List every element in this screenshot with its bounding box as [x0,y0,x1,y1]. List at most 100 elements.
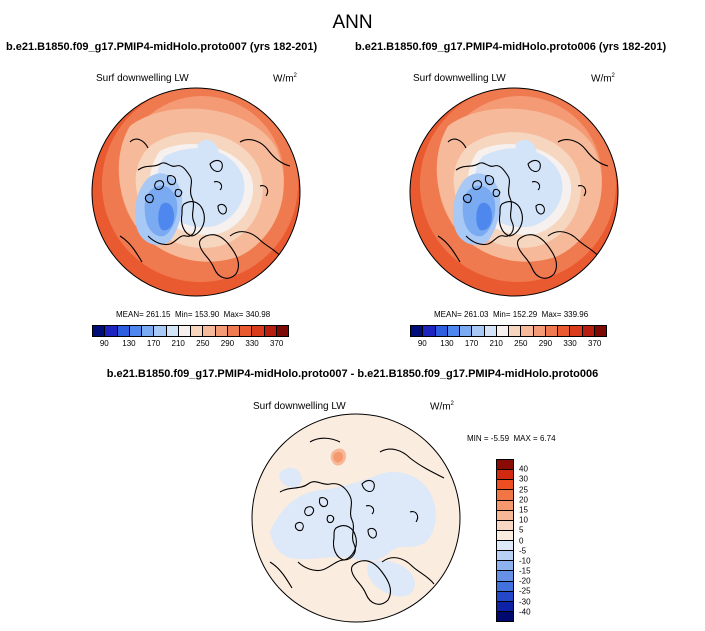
panel-2-colorbar-tick-label: 170 [464,339,479,348]
panel-2-colorbar-swatch [533,326,546,336]
diff-colorbar [496,459,514,622]
panel-2-colorbar-swatch [447,326,460,336]
diff-colorbar-tick-label: -40 [519,607,531,617]
diff-colorbar-swatch [497,551,513,562]
diff-colorbar-tick-label: -20 [519,576,531,586]
panel-2-colorbar-swatch [423,326,436,336]
panel-2-colorbar-swatch [545,326,558,336]
diff-colorbar-tick-label: 5 [519,525,524,535]
panel-1-colorbar-tick-label: 250 [196,339,210,348]
panel-1-colorbar-swatch [142,326,155,336]
diff-colorbar-swatch [497,561,513,572]
panel-1-colorbar-swatch [227,326,240,336]
diff-polar-map [251,413,461,623]
panel-1-colorbar-tick-label: 170 [146,339,161,348]
panel-1-polar-map [91,87,301,297]
diff-colorbar-swatch [497,541,513,552]
panel-1-colorbar-swatch [191,326,204,336]
panel-2-polar-map [409,87,619,297]
diff-colorbar-swatch [497,490,513,501]
diff-colorbar-swatch [497,581,513,592]
panel-2-colorbar-tick-label: 130 [440,339,454,348]
diff-colorbar-tick-label: 20 [519,495,528,505]
diff-colorbar-swatch [497,591,513,602]
panel-1-colorbar-swatch [154,326,167,336]
diff-stats: MIN = -5.59 MAX = 6.74 [467,434,556,443]
panel-1-colorbar-swatch [117,326,130,336]
panel-1-colorbar [92,325,289,337]
panel-1-case-title: b.e21.B1850.f09_g17.PMIP4-midHolo.proto0… [6,41,318,53]
panel-1-colorbar-tick-label: 290 [220,339,235,348]
diff-colorbar-tick-label: 25 [519,485,528,495]
diff-colorbar-tick-label: -25 [519,586,531,596]
panel-2-colorbar-tick-label: 330 [563,339,577,348]
panel-2-colorbar-swatch [484,326,497,336]
panel-2-colorbar-swatch [509,326,522,336]
panel-2-colorbar-swatch [558,326,571,336]
panel-1-colorbar-swatch [129,326,142,336]
panel-1-colorbar-swatch [252,326,265,336]
diff-colorbar-tick-label: 30 [519,474,528,484]
panel-2-colorbar-swatch [435,326,448,336]
diff-title: b.e21.B1850.f09_g17.PMIP4-midHolo.proto0… [106,368,599,380]
panel-2-colorbar-swatch [496,326,509,336]
panel-2-stats: MEAN= 261.03 Min= 152.29 Max= 339.96 [434,310,589,319]
diff-variable-label: Surf downwelling LW [253,401,346,412]
panel-2-colorbar-tick-label: 370 [588,339,602,348]
diff-colorbar-swatch [497,520,513,531]
diff-colorbar-swatch [497,601,513,612]
panel-1-colorbar-tick-label: 130 [122,339,136,348]
panel-1-colorbar-swatch [215,326,228,336]
panel-1-colorbar-swatch [105,326,118,336]
panel-1-colorbar-tick-label: 330 [245,339,259,348]
diff-colorbar-swatch [497,500,513,511]
panel-2-case-title: b.e21.B1850.f09_g17.PMIP4-midHolo.proto0… [355,41,667,53]
panel-2-colorbar-swatch [594,326,606,336]
panel-2-colorbar-tick-label: 290 [538,339,553,348]
diff-colorbar-tick-label: 10 [519,515,528,525]
panel-2-colorbar-swatch [570,326,583,336]
panel-1-colorbar-tick-label: 210 [171,339,185,348]
diff-colorbar-tick-label: -15 [519,566,531,576]
diff-colorbar-tick-label: -10 [519,556,531,566]
panel-1-colorbar-swatch [93,326,106,336]
panel-2-colorbar-swatch [521,326,534,336]
panel-1-variable-label: Surf downwelling LW [96,73,189,84]
panel-1-colorbar-swatch [264,326,277,336]
panel-1-colorbar-tick-label: 370 [270,339,284,348]
panel-2-variable-label: Surf downwelling LW [413,73,506,84]
panel-2-colorbar-swatch [411,326,424,336]
panel-2-colorbar-tick-label: 90 [417,339,427,348]
panel-2-colorbar-ticks: 90 130 170 210 250 290 330 370 [410,339,607,351]
diff-colorbar-ticks: 40 30 25 20 15 10 5 0 -5 -10 -15 -20 -25 -30 -40 [519,459,549,622]
panel-2-colorbar-swatch [460,326,473,336]
panel-2-colorbar [410,325,607,337]
diff-colorbar-tick-label: 40 [519,464,528,474]
diff-colorbar-swatch [497,460,513,471]
panel-1-units: W/m2 [273,73,297,85]
panel-1-colorbar-swatch [276,326,288,336]
panel-1-colorbar-swatch [203,326,216,336]
diff-units: W/m2 [430,401,454,413]
panel-2-colorbar-swatch [582,326,595,336]
panel-2-colorbar-tick-label: 210 [489,339,503,348]
diff-colorbar-swatch [497,470,513,481]
figure-title: ANN [332,12,373,33]
diff-colorbar-swatch [497,510,513,521]
diff-colorbar-swatch [497,480,513,491]
panel-1-colorbar-swatch [240,326,253,336]
panel-1-stats: MEAN= 261.15 Min= 153.90 Max= 340.98 [116,310,271,319]
panel-1-colorbar-ticks: 90 130 170 210 250 290 330 370 [92,339,289,351]
diff-colorbar-swatch [497,611,513,621]
panel-2-colorbar-tick-label: 250 [514,339,528,348]
panel-1-colorbar-swatch [178,326,191,336]
panel-2-colorbar-swatch [472,326,485,336]
diff-colorbar-tick-label: 0 [519,536,524,545]
panel-2-units: W/m2 [591,73,615,85]
diff-colorbar-tick-label: -5 [519,546,527,556]
panel-1-colorbar-tick-label: 90 [99,339,109,348]
diff-colorbar-swatch [497,530,513,541]
panel-1-colorbar-swatch [166,326,179,336]
diff-colorbar-tick-label: -30 [519,597,531,607]
diff-colorbar-tick-label: 15 [519,505,528,515]
